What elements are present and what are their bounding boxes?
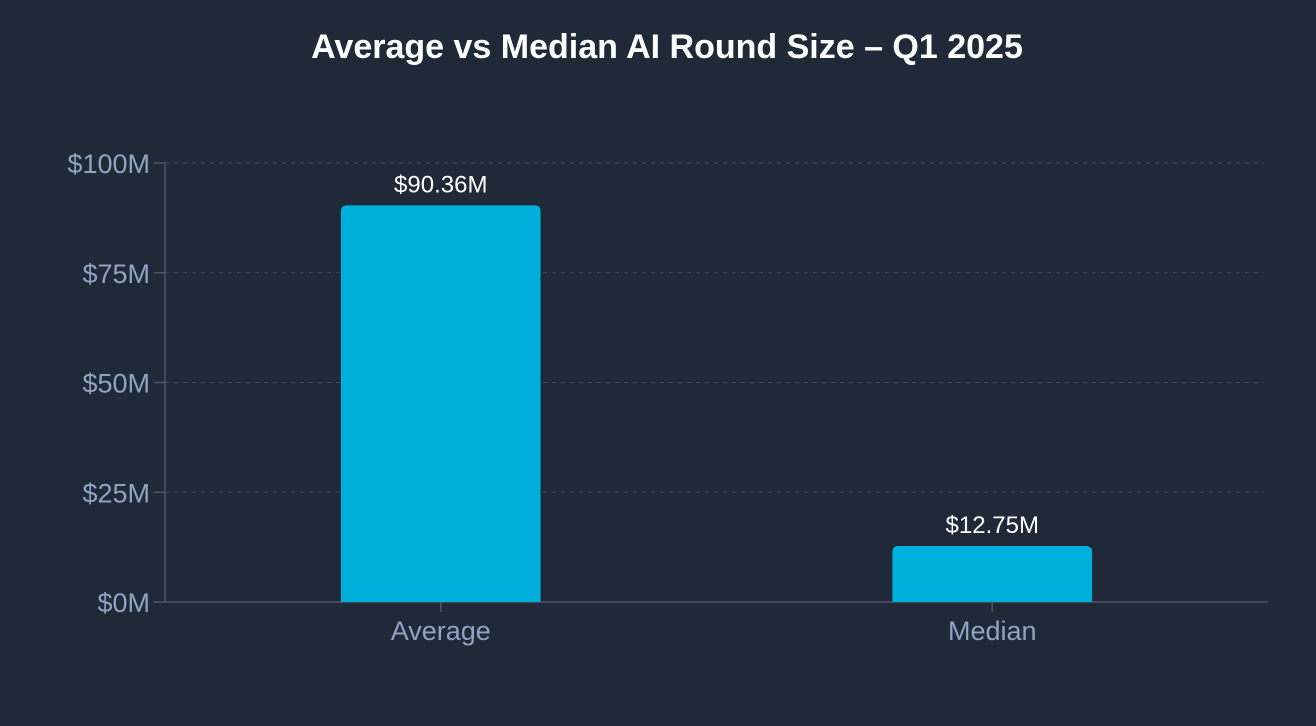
x-tick-label: Median: [948, 616, 1037, 646]
y-tick-label: $75M: [82, 259, 150, 289]
bar-average: [340, 205, 541, 603]
y-tick-label: $100M: [67, 149, 150, 179]
y-tick-label: $0M: [97, 588, 150, 618]
chart-title: Average vs Median AI Round Size – Q1 202…: [311, 28, 1023, 66]
grid-lines: [165, 162, 1264, 493]
bar-median: [892, 546, 1093, 602]
labels: $0M $25M $50M $75M $100M Average $90.36M Median…: [67, 149, 1039, 646]
axes: [154, 162, 1268, 612]
x-tick-label: Average: [391, 616, 491, 646]
data-label: $12.75M: [946, 512, 1039, 539]
y-tick-label: $50M: [82, 369, 150, 399]
bars: [340, 205, 1093, 603]
y-tick-label: $25M: [82, 478, 150, 508]
data-label: $90.36M: [394, 171, 487, 198]
